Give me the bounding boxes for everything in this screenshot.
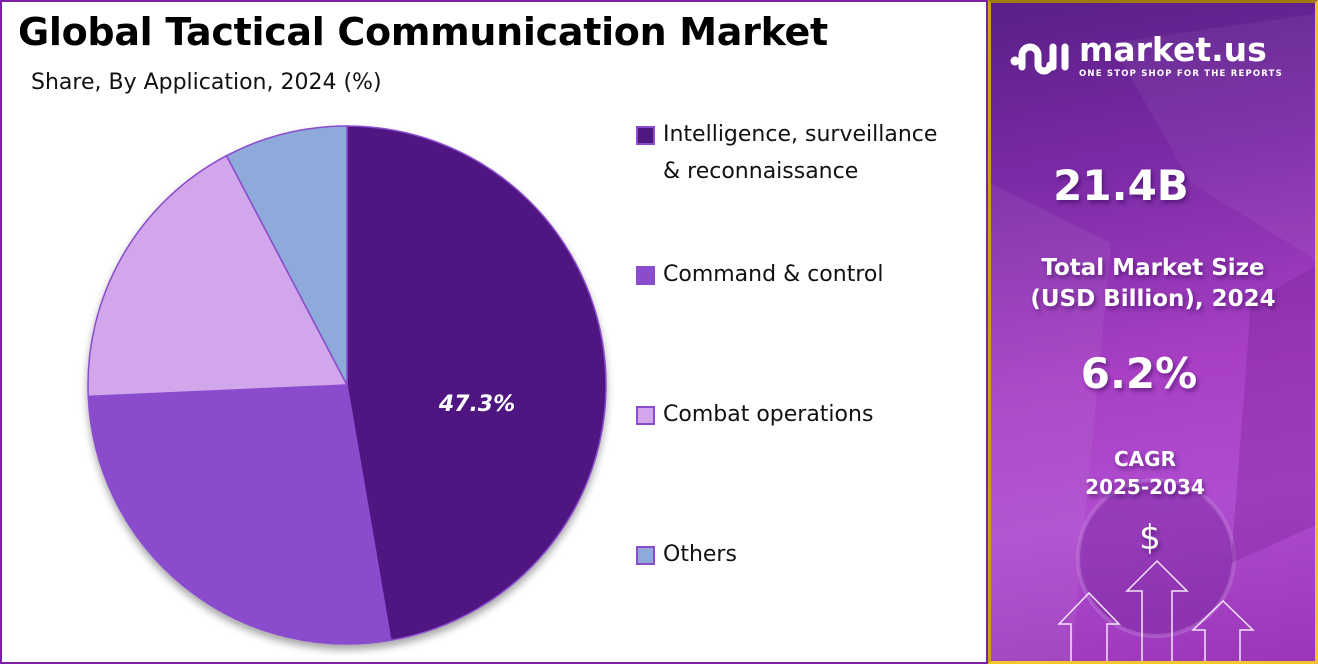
legend-label: Combat operations [663,402,874,427]
legend-swatch [636,406,655,425]
cagr-value: 6.2% [1080,349,1198,398]
pie-chart [87,125,607,645]
market-us-logo-icon [1010,43,1069,75]
legend-item-isr: Intelligence, surveillance & reconnaissa… [636,116,937,190]
chart-title: Global Tactical Communication Market [18,10,828,54]
legend-item-others: Others [636,536,737,573]
cagr-label: CAGR 2025-2034 [1085,447,1205,499]
brand-tagline: ONE STOP SHOP FOR THE REPORTS [1079,69,1283,79]
legend-label: Command & control [663,262,884,287]
chart-subtitle: Share, By Application, 2024 (%) [31,70,382,95]
legend-item-combat-operations: Combat operations [636,396,873,433]
slice-others [225,125,348,386]
market-size-value: 21.4B [1053,161,1189,210]
growth-arrows-icon [1057,559,1255,661]
slice-isr [346,125,607,642]
legend-swatch [636,546,655,565]
brand-name: market.us [1079,30,1267,69]
slice-combat-operations [87,154,349,398]
legend-label: Intelligence, surveillance & reconnaissa… [663,122,938,184]
slice-label-isr: 47.3% [438,392,516,417]
legend-swatch [636,126,655,145]
chart-panel: Global Tactical Communication Market Sha… [0,0,988,664]
legend-label: Others [663,542,737,567]
dollar-icon: $ [1139,518,1161,558]
summary-sidebar: market.us ONE STOP SHOP FOR THE REPORTS … [988,0,1318,664]
market-size-label: Total Market Size (USD Billion), 2024 [1030,255,1276,312]
slice-command-control [87,384,392,645]
legend-item-command-control: Command & control [636,256,883,293]
background-decoration [991,13,1315,661]
brand-logo: market.us ONE STOP SHOP FOR THE REPORTS [1009,33,1283,79]
legend-swatch [636,266,655,285]
